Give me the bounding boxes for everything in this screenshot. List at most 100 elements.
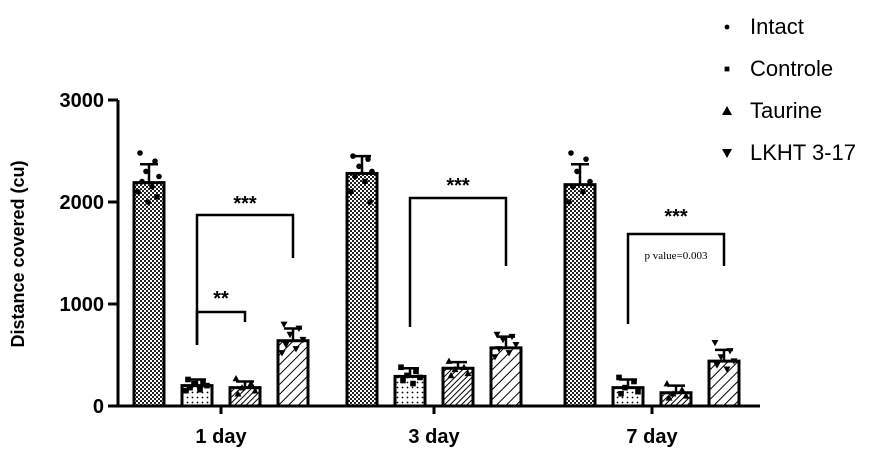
y-tick-label: 1000 — [60, 294, 105, 316]
y-tick-label: 3000 — [60, 90, 105, 112]
data-point — [156, 173, 162, 180]
data-point — [352, 173, 358, 180]
legend-label: Intact — [750, 14, 804, 39]
x-tick-label: 1 day — [195, 426, 247, 448]
significance-annotations: ***********p value=0.003 — [195, 175, 726, 345]
data-point — [149, 183, 155, 190]
data-point — [404, 372, 410, 379]
data-point — [139, 178, 145, 185]
data-point — [200, 378, 206, 385]
error-bars — [140, 154, 733, 393]
data-point — [280, 321, 288, 328]
bar-triangle-down — [707, 359, 741, 408]
data-point — [410, 380, 416, 387]
axes: 0 1000 2000 3000 1 day 3 day 7 day — [60, 90, 760, 448]
data-point — [447, 371, 455, 379]
data-point — [356, 163, 362, 170]
data-point — [152, 158, 158, 164]
bar-circle — [132, 181, 166, 408]
bar-circle — [563, 183, 597, 408]
data-point — [154, 194, 160, 200]
square-icon — [712, 62, 742, 76]
data-point — [568, 150, 574, 156]
y-axis-label: Distance covered (cu) — [8, 160, 28, 347]
data-point — [682, 392, 690, 399]
data-points — [135, 150, 738, 401]
data-point — [247, 380, 255, 387]
bar-square — [393, 374, 427, 408]
data-point — [678, 386, 686, 393]
data-point — [495, 346, 503, 353]
p-value-label: p value=0.003 — [644, 250, 708, 262]
legend-marker-shape — [724, 24, 730, 30]
legend-item: Taurine — [712, 90, 888, 132]
legend-label: Taurine — [750, 98, 823, 123]
data-point — [145, 199, 151, 205]
data-point — [570, 183, 576, 190]
data-point — [204, 382, 210, 389]
data-point — [713, 362, 721, 369]
data-point — [137, 150, 143, 156]
data-point — [618, 390, 624, 397]
legend-marker-shape — [724, 66, 730, 72]
data-point — [292, 346, 300, 353]
data-point — [417, 374, 423, 381]
legend-item: Controle — [712, 48, 888, 90]
data-point — [282, 342, 290, 349]
data-point — [299, 336, 307, 344]
data-point — [566, 199, 572, 205]
significance-bracket — [195, 310, 247, 345]
triangle-down-icon — [712, 146, 742, 160]
data-point — [348, 189, 354, 195]
significance-bracket — [408, 196, 508, 327]
data-point — [451, 365, 459, 373]
data-point — [191, 380, 197, 387]
y-tick-label: 2000 — [60, 192, 105, 214]
data-point — [583, 156, 589, 162]
data-point — [711, 339, 719, 347]
data-point — [574, 168, 580, 175]
data-point — [505, 350, 513, 357]
x-tick-label: 7 day — [626, 426, 678, 448]
legend-item: LKHT 3-17 — [712, 132, 888, 174]
data-point — [143, 168, 149, 175]
significance-stars: *** — [664, 206, 688, 228]
triangle-up-icon — [712, 104, 742, 118]
data-point — [635, 388, 641, 395]
data-point — [669, 390, 677, 397]
y-tick-label: 0 — [93, 396, 104, 418]
data-point — [197, 386, 203, 393]
legend-marker-shape — [722, 149, 732, 158]
data-point — [587, 178, 593, 185]
data-point — [631, 378, 637, 385]
significance-stars: ** — [213, 288, 229, 310]
data-point — [187, 384, 193, 391]
legend-label: Controle — [750, 56, 834, 81]
legend-label: LKHT 3-17 — [750, 140, 856, 165]
data-point — [723, 366, 731, 373]
bars — [132, 171, 741, 408]
data-point — [464, 369, 472, 377]
x-tick-label: 3 day — [408, 426, 460, 448]
legend-marker-shape — [722, 106, 732, 115]
data-point — [183, 387, 189, 394]
significance-stars: *** — [233, 193, 257, 215]
data-point — [491, 354, 499, 361]
data-point — [367, 199, 373, 205]
data-point — [365, 156, 371, 162]
data-point — [238, 384, 246, 391]
significance-stars: *** — [446, 175, 470, 197]
data-point — [580, 189, 586, 195]
data-point — [232, 374, 240, 382]
data-point — [665, 394, 673, 401]
legend: Intact Controle Taurine LKHT 3-17 — [712, 6, 888, 174]
data-point — [234, 390, 242, 397]
data-point — [135, 189, 141, 195]
data-point — [460, 363, 468, 371]
data-point — [493, 331, 501, 339]
data-point — [362, 178, 368, 185]
circle-icon — [712, 20, 742, 34]
data-point — [622, 384, 628, 391]
data-point — [278, 350, 286, 357]
